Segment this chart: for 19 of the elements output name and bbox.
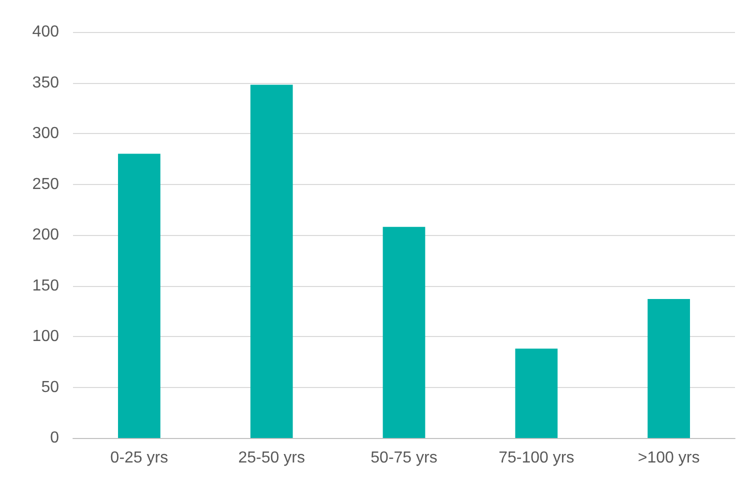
x-tick-label: 25-50 yrs <box>238 450 305 466</box>
x-tick-label: >100 yrs <box>638 450 700 466</box>
y-tick-label: 350 <box>32 74 60 92</box>
x-tick-label: 50-75 yrs <box>370 450 438 466</box>
bar <box>118 154 160 438</box>
y-tick-label: 50 <box>41 378 60 396</box>
y-tick-label: 0 <box>50 430 60 446</box>
y-tick-label: 100 <box>32 328 60 345</box>
y-tick-label: 200 <box>32 226 60 244</box>
bar <box>648 298 690 438</box>
bar <box>515 348 558 438</box>
y-tick-label: 150 <box>32 277 60 294</box>
y-tick-label: 300 <box>32 125 60 142</box>
x-tick-label: 0-25 yrs <box>110 450 168 466</box>
y-tick-label: 250 <box>32 176 60 193</box>
x-tick-label: 75-100 yrs <box>498 450 574 466</box>
y-tick-label: 400 <box>32 24 60 40</box>
bar <box>250 84 293 438</box>
bar <box>382 226 426 438</box>
